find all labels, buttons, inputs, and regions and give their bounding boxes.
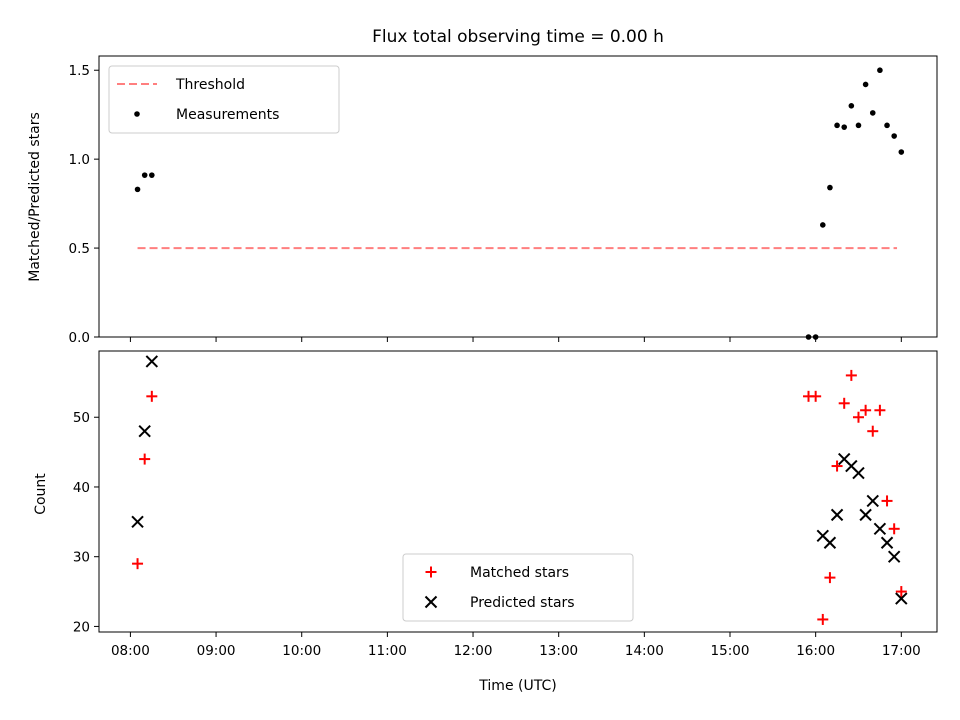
bottom-y-axis-label: Count [33, 473, 49, 515]
legend-label: Matched stars [470, 565, 569, 581]
top-y-tick-label-1: 0.5 [69, 241, 90, 257]
top-y-tick-label-2: 1.0 [69, 152, 90, 168]
x-tick-label-2: 10:00 [282, 643, 321, 659]
matched-star-point [860, 404, 872, 416]
bottom-y-tick-label-2: 40 [73, 480, 90, 496]
measurement-point [141, 172, 148, 178]
x-tick-label-4: 12:00 [454, 643, 493, 659]
measurement-point [834, 122, 840, 129]
matched-star-point [845, 369, 857, 381]
measurement-point [862, 81, 869, 88]
top-y-tick-label-3: 1.5 [69, 63, 90, 79]
predicted-star-point [852, 466, 865, 480]
x-tick-label-0: 08:00 [111, 643, 150, 659]
predicted-star-point [866, 494, 879, 508]
top-y-axis-label: Matched/Predicted stars [27, 112, 43, 282]
x-tick-label-8: 16:00 [796, 643, 835, 659]
measurement-point [877, 67, 883, 74]
legend-label: Predicted stars [470, 595, 575, 611]
matched-star-point [852, 411, 864, 423]
matched-star-point [895, 586, 907, 598]
legend-frame [108, 65, 340, 134]
matched-star-point [132, 558, 144, 570]
top-y-tick-label-0: 0.0 [69, 330, 90, 346]
top-legend: Threshold Measurements [108, 65, 340, 134]
chart-title: Flux total observing time = 0.00 h [372, 27, 664, 47]
predicted-star-point [873, 522, 887, 536]
bottom-panel: 08:00 09:00 10:00 11:00 12:00 13:00 14:00 15:00… [73, 350, 938, 659]
measurement-point [898, 149, 905, 155]
legend-swatch-predicted [424, 595, 438, 609]
matched-star-point [139, 453, 151, 465]
matched-star-point [874, 404, 886, 416]
matched-star-point [838, 397, 850, 409]
predicted-star-point [830, 508, 844, 522]
matched-star-point [888, 523, 900, 535]
measurement-point [848, 102, 855, 109]
bottom-y-tick-label-0: 20 [73, 619, 90, 635]
predicted-star-point [895, 592, 908, 605]
measurement-point [869, 110, 876, 116]
x-tick-label-7: 15:00 [711, 643, 750, 659]
predicted-star-point [131, 515, 144, 529]
legend-swatch-measurements [134, 111, 140, 117]
measurement-point [884, 122, 890, 129]
matched-star-point [824, 572, 836, 584]
bottom-y-tick-label-1: 30 [73, 550, 90, 566]
measurement-point [149, 172, 155, 178]
bottom-legend: Matched stars Predicted stars [402, 553, 634, 622]
measurement-point [819, 222, 826, 228]
x-axis-label: Time (UTC) [478, 678, 556, 694]
measurement-point [827, 184, 833, 191]
legend-swatch-matched [425, 566, 437, 578]
measurement-point [841, 124, 848, 130]
x-tick-label-9: 17:00 [882, 643, 921, 659]
legend-frame [402, 553, 634, 622]
measurement-point [855, 122, 862, 129]
predicted-star-point [880, 536, 894, 549]
bottom-y-tick-label-3: 50 [73, 410, 90, 426]
bottom-axes-frame [98, 350, 938, 633]
x-tick-label-6: 14:00 [625, 643, 664, 659]
matched-star-point [867, 425, 879, 437]
matched-star-point [831, 460, 843, 472]
legend-label: Measurements [176, 107, 279, 123]
predicted-star-point [138, 424, 151, 438]
predicted-star-point [823, 536, 837, 549]
predicted-star-point [887, 550, 901, 563]
legend-label: Threshold [175, 77, 245, 93]
predicted-star-point [859, 508, 872, 522]
predicted-star-point [145, 355, 159, 368]
x-tick-label-1: 09:00 [197, 643, 236, 659]
matched-star-point [817, 613, 829, 625]
measurement-point [891, 133, 897, 139]
measurement-point [134, 186, 141, 193]
x-tick-label-3: 11:00 [368, 643, 407, 659]
top-axes-frame [98, 55, 938, 338]
matched-star-point [810, 390, 822, 402]
x-tick-label-5: 13:00 [539, 643, 578, 659]
matched-star-point [881, 495, 893, 507]
matched-star-point [146, 390, 158, 402]
top-panel: 0.0 0.5 1.0 1.5 Threshold Measurements [69, 55, 938, 346]
